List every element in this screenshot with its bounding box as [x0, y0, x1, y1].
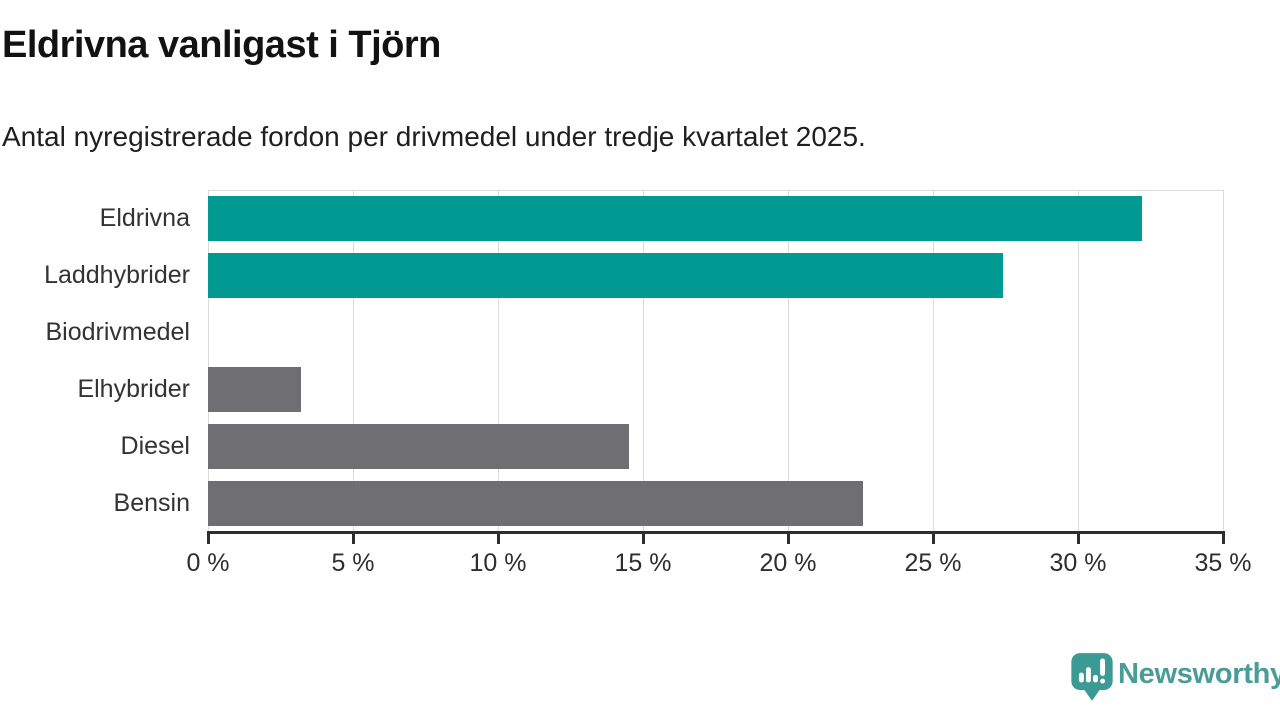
bar-diesel	[208, 424, 629, 469]
gridline	[1078, 190, 1079, 532]
chart-title: Eldrivna vanligast i Tjörn	[2, 24, 441, 66]
x-tick-mark	[206, 534, 210, 544]
x-tick-mark	[931, 534, 935, 544]
bar-laddhybrider	[208, 253, 1003, 298]
x-axis-line	[207, 531, 1225, 534]
x-tick-label: 30 %	[1049, 549, 1107, 577]
gridline	[933, 190, 934, 532]
x-tick-mark	[1076, 534, 1080, 544]
category-label: Diesel	[120, 432, 190, 460]
newsworthy-logo-icon	[1071, 653, 1113, 701]
x-tick-mark	[496, 534, 500, 544]
bar-bensin	[208, 481, 864, 526]
category-label: Elhybrider	[77, 375, 190, 403]
x-tick-label: 0 %	[186, 549, 230, 577]
category-label: Biodrivmedel	[45, 318, 190, 346]
x-tick-label: 15 %	[614, 549, 672, 577]
x-tick-mark	[641, 534, 645, 544]
gridline	[788, 190, 789, 532]
x-tick-label: 10 %	[469, 549, 527, 577]
x-tick-label: 20 %	[759, 549, 817, 577]
x-tick-mark	[786, 534, 790, 544]
gridline	[498, 190, 499, 532]
bar-eldrivna	[208, 196, 1142, 241]
gridline	[353, 190, 354, 532]
y-axis-line	[208, 190, 209, 532]
gridline	[643, 190, 644, 532]
x-tick-mark	[1221, 534, 1225, 544]
x-tick-label: 35 %	[1194, 549, 1252, 577]
bar-elhybrider	[208, 367, 301, 412]
chart-subtitle: Antal nyregistrerade fordon per drivmede…	[2, 121, 866, 152]
plot-top-border	[208, 190, 1224, 191]
x-tick-mark	[351, 534, 355, 544]
category-label: Laddhybrider	[44, 261, 190, 289]
gridline	[1223, 190, 1224, 532]
category-label: Bensin	[113, 489, 190, 517]
category-label: Eldrivna	[99, 204, 190, 232]
newsworthy-brand-name: Newsworthy	[1118, 658, 1280, 690]
x-tick-label: 5 %	[331, 549, 375, 577]
x-tick-label: 25 %	[904, 549, 962, 577]
